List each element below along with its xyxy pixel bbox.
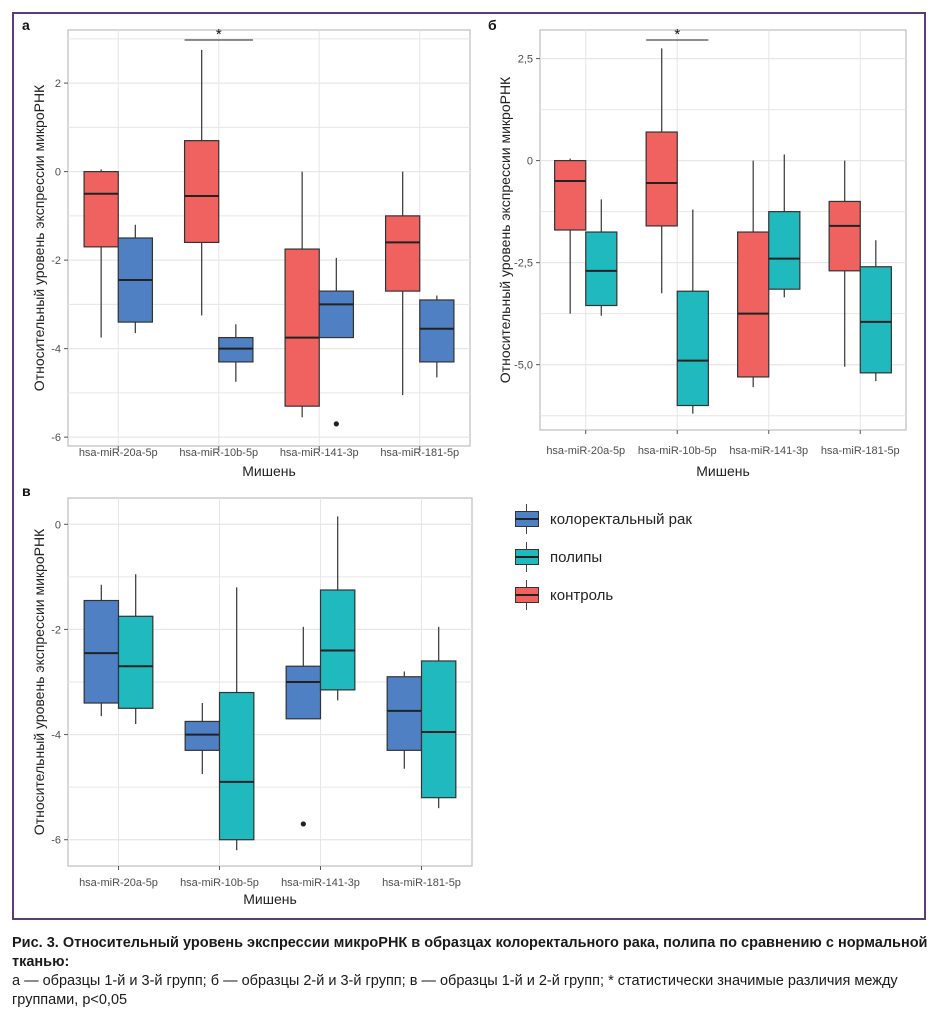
figure-caption: Рис. 3. Относительный уровень экспрессии… bbox=[12, 934, 928, 1010]
box bbox=[318, 290, 355, 339]
y-tick-label: -6 bbox=[51, 432, 61, 444]
y-axis-label: Относительный уровень экспрессии микроРН… bbox=[497, 76, 513, 383]
box bbox=[284, 248, 320, 407]
x-axis-label: Мишень bbox=[696, 463, 750, 479]
legend-key-control bbox=[512, 580, 542, 610]
box bbox=[218, 336, 254, 363]
y-tick-label: -2 bbox=[51, 624, 61, 636]
box bbox=[859, 266, 892, 374]
x-tick-label: hsa-miR-181-5p bbox=[821, 445, 900, 457]
box bbox=[83, 599, 120, 704]
box bbox=[117, 615, 154, 709]
box bbox=[183, 140, 220, 244]
y-tick-label: -6 bbox=[51, 835, 61, 847]
x-tick-label: hsa-miR-181-5p bbox=[380, 447, 459, 459]
legend-item-control: контроль bbox=[512, 580, 613, 610]
box bbox=[384, 215, 421, 292]
box bbox=[828, 200, 861, 272]
box bbox=[285, 665, 322, 720]
figure-frame bbox=[12, 12, 926, 920]
y-tick-label: 0 bbox=[55, 519, 61, 531]
x-tick-label: hsa-miR-20a-5p bbox=[546, 445, 625, 457]
legend-item-cancer: колоректальный рак bbox=[512, 504, 692, 534]
legend-label-polyps: полипы bbox=[550, 548, 603, 566]
significance-star: * bbox=[216, 26, 222, 43]
y-tick-label: -2 bbox=[51, 255, 61, 267]
box bbox=[585, 231, 618, 307]
x-axis-label: Мишень bbox=[242, 463, 296, 479]
panel-label: а bbox=[22, 17, 30, 33]
y-axis-label: Относительный уровень экспрессии микроРН… bbox=[31, 528, 47, 835]
box bbox=[83, 171, 119, 248]
x-tick-label: hsa-miR-141-3p bbox=[281, 877, 360, 889]
y-tick-label: -4 bbox=[51, 730, 61, 742]
chart-panel-c: 0 -2 -4 -6 hsa-miR-20a-5p hsa-miR-10b-5p hsa-m… bbox=[22, 483, 473, 907]
x-tick-label: hsa-miR-10b-5p bbox=[179, 447, 258, 459]
box bbox=[218, 691, 255, 841]
box bbox=[319, 589, 356, 691]
y-tick-label: -2,5 bbox=[514, 258, 533, 270]
box bbox=[737, 231, 770, 378]
chart-panel-b: 2,5 0 -2,5 -5,0 hsa-miR-20a-5p hsa-miR-10b-5p… bbox=[488, 17, 907, 479]
x-tick-label: hsa-miR-141-3p bbox=[280, 447, 359, 459]
outlier-point bbox=[333, 421, 339, 427]
panel-label: б bbox=[488, 17, 497, 33]
box bbox=[676, 290, 709, 407]
panel-label: в bbox=[22, 483, 31, 499]
x-axis-label: Мишень bbox=[243, 891, 297, 907]
box bbox=[768, 211, 801, 290]
x-tick-label: hsa-miR-10b-5p bbox=[638, 445, 717, 457]
y-tick-label: 0 bbox=[527, 156, 533, 168]
box bbox=[386, 676, 423, 751]
outlier-point bbox=[300, 821, 306, 827]
box bbox=[419, 299, 455, 363]
caption-title: Рис. 3. Относительный уровень экспрессии… bbox=[12, 935, 928, 970]
y-tick-label: -5,0 bbox=[514, 360, 533, 372]
legend-key-polyps bbox=[512, 542, 542, 572]
legend-label-cancer: колоректальный рак bbox=[550, 510, 692, 528]
box bbox=[554, 160, 587, 231]
x-tick-label: hsa-miR-181-5p bbox=[382, 877, 461, 889]
x-tick-label: hsa-miR-141-3p bbox=[729, 445, 808, 457]
box bbox=[184, 720, 221, 751]
box bbox=[420, 660, 457, 799]
significance-star: * bbox=[674, 26, 680, 43]
x-tick-label: hsa-miR-10b-5p bbox=[180, 877, 259, 889]
box bbox=[645, 131, 678, 227]
y-tick-label: 0 bbox=[55, 167, 61, 179]
x-tick-label: hsa-miR-20a-5p bbox=[79, 447, 158, 459]
y-tick-label: -4 bbox=[51, 344, 61, 356]
caption-text: а — образцы 1-й и 3-й групп; б — образцы… bbox=[12, 973, 898, 1008]
legend-item-polyps: полипы bbox=[512, 542, 602, 572]
y-tick-label: 2 bbox=[55, 78, 61, 90]
chart-panel-a: 2 0 -2 -4 -6 hsa-miR-20a-5p hsa-miR-10b-5p hsa-… bbox=[22, 17, 471, 479]
legend-key-cancer bbox=[512, 504, 542, 534]
x-tick-label: hsa-miR-20a-5p bbox=[79, 877, 158, 889]
y-tick-label: 2,5 bbox=[518, 54, 533, 66]
legend: колоректальный рак полипы контроль bbox=[512, 500, 772, 620]
y-axis-label: Относительный уровень экспрессии микроРН… bbox=[31, 84, 47, 391]
legend-label-control: контроль bbox=[550, 586, 614, 604]
